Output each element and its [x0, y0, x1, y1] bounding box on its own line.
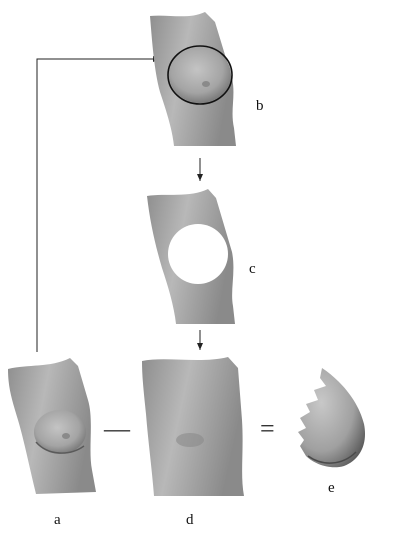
panel-d: d: [142, 357, 244, 528]
label-e: e: [328, 480, 335, 496]
label-b: b: [256, 98, 264, 114]
chest-wall-shadow-d: [176, 433, 204, 447]
label-c: c: [249, 261, 256, 277]
torso-surface-d: [142, 357, 244, 496]
panel-a: a: [8, 358, 96, 528]
label-d: d: [186, 512, 194, 528]
breast-volume-shell-e: [298, 368, 366, 468]
equals-operator: =: [260, 414, 275, 443]
panel-b: b: [150, 12, 264, 146]
breast-region-b: [169, 47, 231, 103]
nipple-a: [62, 433, 70, 439]
breast-contour-line: [167, 45, 233, 105]
label-a: a: [54, 512, 61, 528]
panel-e: e: [298, 368, 366, 496]
panel-c: c: [147, 189, 256, 324]
breast-a: [34, 410, 86, 454]
removed-breast-hole: [168, 224, 228, 284]
minus-operator: —: [103, 414, 131, 443]
connector-a-to-b: [36, 56, 160, 352]
inframammary-fold-a: [35, 441, 85, 454]
nipple-b: [202, 81, 210, 87]
shell-edge-e: [307, 451, 357, 464]
